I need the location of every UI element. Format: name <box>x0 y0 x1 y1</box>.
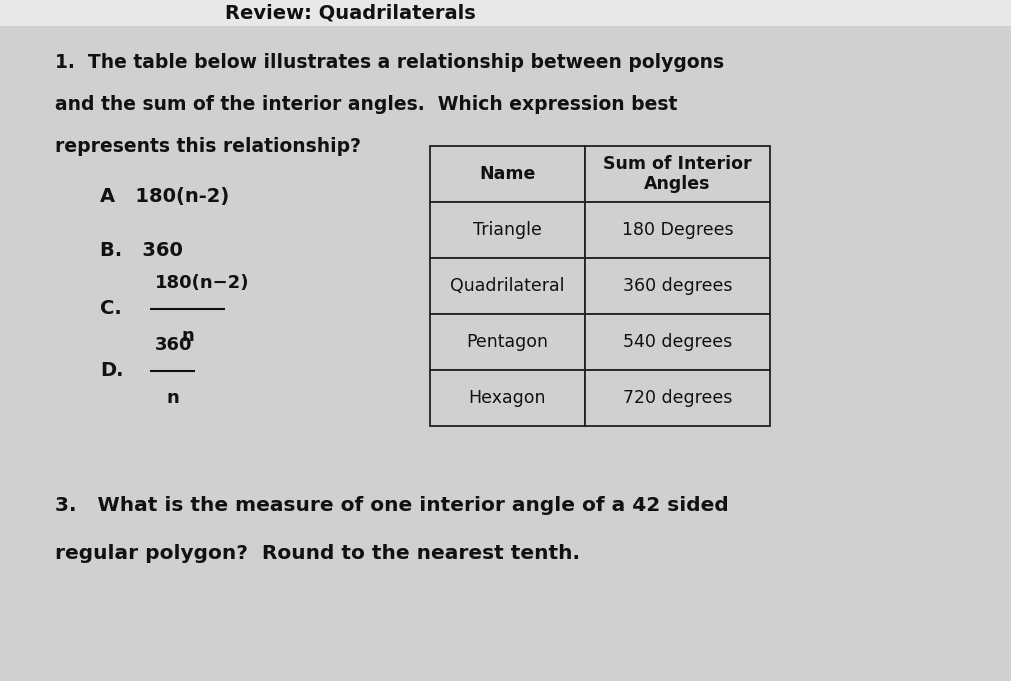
FancyBboxPatch shape <box>584 370 769 426</box>
Text: Sum of Interior
Angles: Sum of Interior Angles <box>603 155 751 193</box>
Text: 3.   What is the measure of one interior angle of a 42 sided: 3. What is the measure of one interior a… <box>55 496 728 515</box>
Text: B.   360: B. 360 <box>100 242 183 261</box>
Text: Name: Name <box>479 165 535 183</box>
Text: 360: 360 <box>155 336 192 354</box>
Text: Triangle: Triangle <box>472 221 542 239</box>
FancyBboxPatch shape <box>430 202 584 258</box>
Text: 180 Degrees: 180 Degrees <box>621 221 733 239</box>
Text: 360 degrees: 360 degrees <box>622 277 732 295</box>
FancyBboxPatch shape <box>430 314 584 370</box>
Text: 180(n−2): 180(n−2) <box>155 274 250 292</box>
Text: n: n <box>166 389 179 407</box>
Text: C.: C. <box>100 300 121 319</box>
Text: D.: D. <box>100 362 123 381</box>
Text: Hexagon: Hexagon <box>468 389 546 407</box>
FancyBboxPatch shape <box>0 0 1011 26</box>
Text: A   180(n-2): A 180(n-2) <box>100 187 229 206</box>
FancyBboxPatch shape <box>430 258 584 314</box>
Text: Quadrilateral: Quadrilateral <box>450 277 564 295</box>
FancyBboxPatch shape <box>584 202 769 258</box>
FancyBboxPatch shape <box>584 314 769 370</box>
Text: 1.  The table below illustrates a relationship between polygons: 1. The table below illustrates a relatio… <box>55 53 724 72</box>
FancyBboxPatch shape <box>584 146 769 202</box>
FancyBboxPatch shape <box>430 370 584 426</box>
Text: n: n <box>181 327 194 345</box>
FancyBboxPatch shape <box>430 146 584 202</box>
Text: Pentagon: Pentagon <box>466 333 548 351</box>
Text: represents this relationship?: represents this relationship? <box>55 137 361 156</box>
Text: 540 degrees: 540 degrees <box>622 333 731 351</box>
Text: regular polygon?  Round to the nearest tenth.: regular polygon? Round to the nearest te… <box>55 544 579 563</box>
Text: and the sum of the interior angles.  Which expression best: and the sum of the interior angles. Whic… <box>55 95 676 114</box>
Text: Review: Quadrilaterals: Review: Quadrilaterals <box>224 3 475 22</box>
Text: 720 degrees: 720 degrees <box>622 389 732 407</box>
FancyBboxPatch shape <box>584 258 769 314</box>
